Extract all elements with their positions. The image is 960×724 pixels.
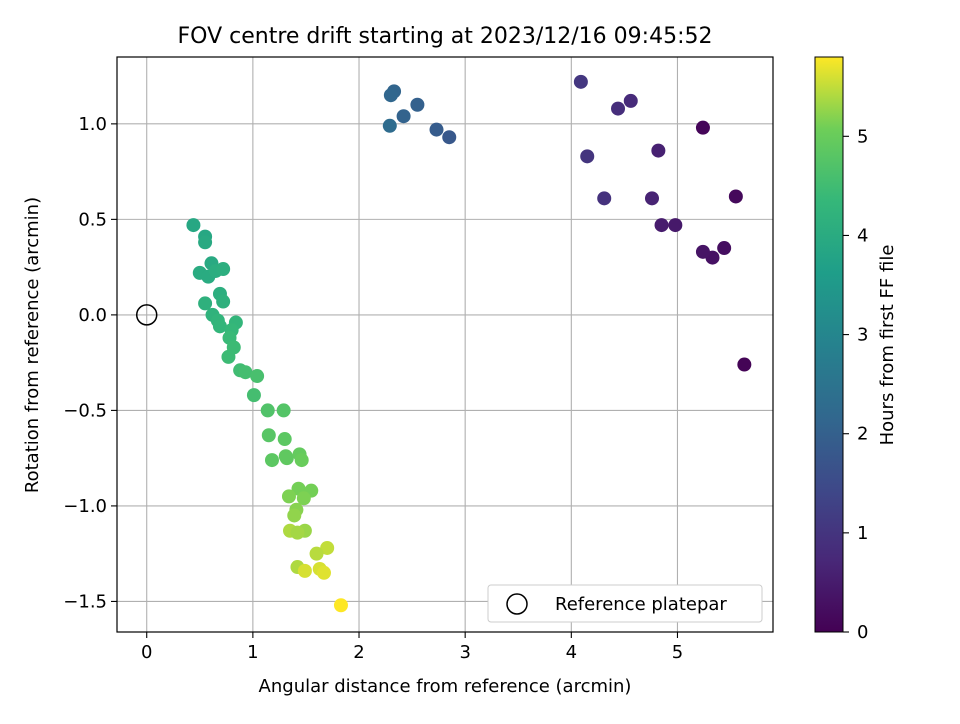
data-point [287,508,302,523]
reference-platepar-marker [135,304,158,326]
data-point [429,122,444,137]
data-point [290,525,305,540]
data-point [309,546,324,561]
data-point [320,540,335,555]
y-tick-label: −1.5 [63,591,107,612]
data-point [383,88,398,103]
data-point [654,218,669,233]
colorbar [814,56,844,633]
y-tick-label: 0.5 [78,209,107,230]
x-axis-label: Angular distance from reference (arcmin) [259,676,632,697]
colorbar-label: Hours from first FF file [877,245,898,446]
data-point [216,262,231,277]
data-point [276,403,291,418]
data-point [651,143,666,158]
data-point [623,93,638,108]
data-point [264,453,279,468]
legend-marker-reference [506,593,528,615]
y-tick-label: −0.5 [63,400,107,421]
data-point [250,369,265,384]
data-point [212,319,227,334]
data-point [580,149,595,164]
x-tick-label: 3 [459,642,470,663]
x-tick-label: 4 [566,642,577,663]
data-point [396,109,411,124]
data-point [261,428,276,443]
data-point [281,489,296,504]
colorbar-tick-label: 2 [857,424,868,445]
data-point [294,453,309,468]
chart-title: FOV centre drift starting at 2023/12/16 … [178,24,713,49]
reference-layer [135,304,158,326]
data-point [611,101,626,116]
y-tick-label: 0.0 [78,305,107,326]
data-point [597,191,612,206]
data-point [221,349,236,364]
colorbar-ticks: 0 1 2 3 4 5 [843,126,868,643]
data-point [573,74,588,89]
y-axis-label: Rotation from reference (arcmin) [22,197,43,493]
data-point [717,241,732,256]
data-point [279,451,294,466]
x-tick-label: 5 [672,642,683,663]
data-point [668,218,683,233]
x-tick-label: 1 [247,642,258,663]
data-point [246,388,261,403]
data-points [186,74,752,613]
colorbar-tick-label: 4 [857,225,868,246]
data-point [216,294,231,309]
x-axis-ticks: 0 1 2 3 4 5 [141,632,683,663]
legend: Reference platepar [487,584,763,623]
data-point [644,191,659,206]
data-point [277,432,292,447]
data-point [410,97,425,112]
data-point [333,598,348,613]
data-point [198,296,213,311]
y-axis-ticks: −1.5 −1.0 −0.5 0.0 0.5 1.0 [63,114,117,612]
colorbar-tick-label: 0 [857,622,868,643]
data-point [186,218,201,233]
data-point [260,403,275,418]
x-tick-label: 2 [353,642,364,663]
data-point [297,563,312,578]
y-tick-label: 1.0 [78,114,107,135]
data-point [737,357,752,372]
data-point [695,120,710,135]
colorbar-tick-label: 5 [857,126,868,147]
data-point [238,365,253,380]
y-tick-label: −1.0 [63,496,107,517]
x-tick-label: 0 [141,642,152,663]
data-point [442,130,457,145]
data-point [316,565,331,580]
colorbar-tick-label: 1 [857,523,868,544]
legend-label-reference: Reference platepar [555,594,727,615]
plot-frame [116,56,774,633]
data-point [382,118,397,133]
data-point [695,244,710,259]
data-point [728,189,743,204]
colorbar-tick-label: 3 [857,325,868,346]
data-point [198,235,213,250]
data-point [296,491,311,506]
legend-box [487,584,763,623]
